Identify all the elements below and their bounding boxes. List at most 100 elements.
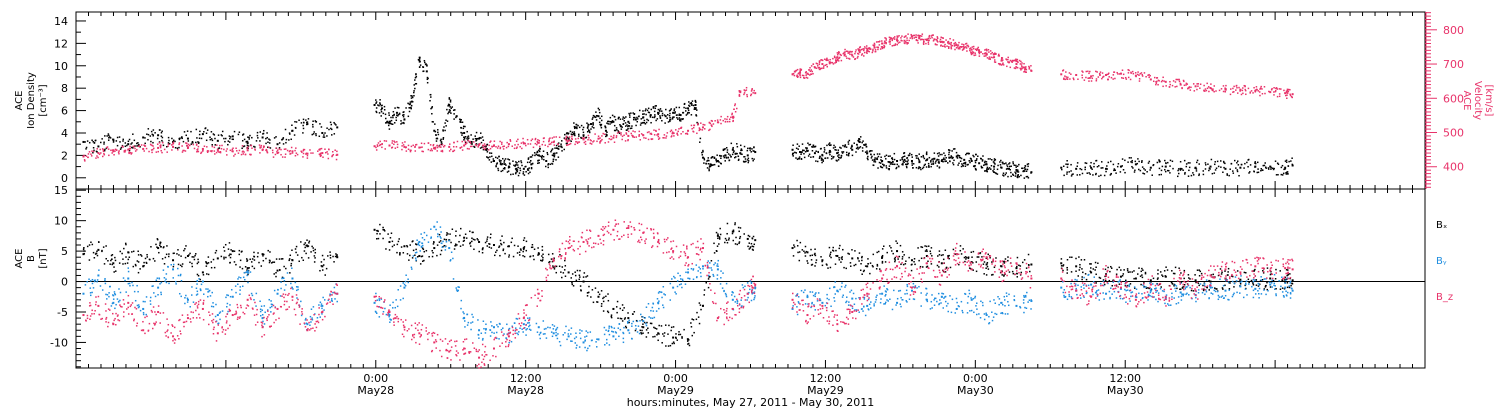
scatter-dot [918, 35, 921, 38]
scatter-dot [312, 247, 314, 249]
scatter-dot [390, 123, 393, 125]
scatter-dot [215, 249, 218, 252]
scatter-dot [265, 257, 267, 260]
scatter-dot [796, 239, 798, 242]
scatter-dot [967, 45, 970, 48]
scatter-dot [295, 147, 297, 149]
scatter-dot [313, 255, 316, 257]
scatter-dot [1280, 166, 1283, 169]
data-point [806, 251, 809, 254]
scatter-dot [656, 118, 659, 120]
scatter-dot [393, 140, 395, 142]
scatter-dot [747, 245, 749, 248]
scatter-dot [520, 142, 523, 144]
scatter-dot [546, 153, 549, 156]
scatter-dot [650, 133, 653, 135]
scatter-dot [639, 329, 642, 332]
scatter-dot [726, 115, 729, 118]
scatter-dot [901, 158, 903, 161]
scatter-dot [571, 138, 573, 141]
x-tick-label-time: 12:00 [510, 372, 542, 385]
scatter-dot [571, 131, 574, 134]
data-point [821, 259, 824, 262]
scatter-dot [1178, 80, 1181, 83]
scatter-dot [1028, 66, 1031, 69]
scatter-dot [401, 122, 403, 124]
scatter-dot [275, 147, 277, 149]
scatter-dot [805, 71, 807, 73]
scatter-dot [997, 62, 1000, 65]
scatter-dot [306, 152, 309, 155]
scatter-dot [818, 61, 821, 64]
scatter-dot [875, 158, 878, 160]
scatter-dot [1223, 166, 1225, 169]
scatter-dot [792, 255, 795, 257]
scatter-dot [429, 144, 432, 146]
scatter-dot [414, 243, 417, 245]
scatter-dot [707, 286, 710, 289]
data-point [821, 154, 824, 157]
scatter-dot [891, 163, 894, 165]
scatter-dot [977, 46, 980, 49]
scatter-dot [186, 130, 189, 132]
scatter-dot [1257, 168, 1259, 170]
scatter-dot [1198, 174, 1200, 177]
scatter-dot [1263, 86, 1266, 88]
data-point [291, 259, 294, 262]
scatter-dot [1257, 171, 1260, 174]
scatter-dot [939, 38, 942, 41]
scatter-dot [384, 122, 387, 124]
scatter-dot [832, 246, 834, 249]
scatter-dot [380, 115, 382, 117]
scatter-dot [144, 145, 146, 147]
scatter-dot [607, 141, 610, 143]
scatter-dot [392, 116, 394, 119]
scatter-dot [564, 138, 566, 141]
scatter-dot [688, 112, 690, 114]
scatter-dot [644, 109, 647, 112]
scatter-dot [1290, 160, 1292, 162]
scatter-dot [469, 140, 471, 143]
scatter-dot [214, 137, 216, 140]
scatter-dot [884, 37, 886, 39]
scatter-dot [429, 149, 432, 152]
scatter-dot [741, 149, 743, 152]
scatter-dot [594, 287, 597, 289]
scatter-dot [579, 269, 581, 272]
scatter-dot [502, 163, 504, 165]
scatter-dot [615, 136, 618, 139]
scatter-dot [576, 126, 578, 128]
scatter-dot [214, 252, 217, 254]
scatter-dot [647, 327, 649, 329]
scatter-dot [916, 155, 918, 157]
scatter-dot [659, 115, 661, 117]
scatter-dot [732, 239, 735, 242]
scatter-dot [431, 106, 434, 108]
scatter-dot [336, 255, 338, 257]
scatter-dot [223, 258, 225, 260]
scatter-dot [1015, 172, 1017, 175]
scatter-dot [443, 144, 446, 147]
scatter-dot [818, 63, 821, 66]
scatter-dot [240, 153, 243, 156]
scatter-dot [376, 229, 378, 232]
data-point [925, 158, 928, 161]
scatter-dot [405, 107, 407, 109]
scatter-dot [378, 104, 380, 107]
scatter-dot [873, 42, 876, 45]
scatter-dot [632, 136, 634, 138]
scatter-dot [798, 145, 800, 147]
scatter-dot [167, 145, 169, 147]
scatter-dot [927, 43, 930, 45]
scatter-dot [321, 269, 324, 271]
scatter-dot [978, 49, 981, 51]
scatter-dot [315, 121, 318, 123]
scatter-dot [502, 145, 504, 148]
scatter-dot [486, 236, 489, 238]
scatter-dot [104, 135, 106, 137]
scatter-dot [151, 148, 154, 151]
scatter-dot [890, 246, 892, 249]
scatter-dot [964, 165, 967, 167]
scatter-dot [396, 251, 398, 254]
data-point [336, 153, 339, 156]
